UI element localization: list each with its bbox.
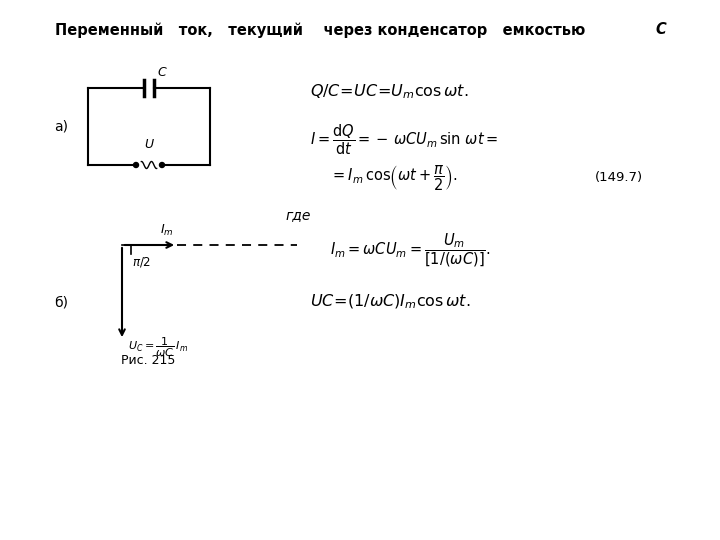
- Text: $\pi/2$: $\pi/2$: [132, 255, 151, 269]
- Text: $Q/C\!=\!UC\!=\!U_m\mathrm{cos}\,\omega t.$: $Q/C\!=\!UC\!=\!U_m\mathrm{cos}\,\omega …: [310, 83, 469, 102]
- Text: $I = \dfrac{\mathrm{d}Q}{\mathrm{d}t} = -\,\omega C U_m\,\sin\,\omega t =$: $I = \dfrac{\mathrm{d}Q}{\mathrm{d}t} = …: [310, 123, 498, 157]
- Text: C: C: [655, 23, 666, 37]
- Text: $I_m = \omega C U_m = \dfrac{U_m}{[1/(\omega C)]}.$: $I_m = \omega C U_m = \dfrac{U_m}{[1/(\o…: [330, 231, 491, 268]
- Text: б): б): [54, 295, 68, 309]
- Text: а): а): [54, 119, 68, 133]
- Text: где: где: [285, 208, 310, 222]
- Circle shape: [133, 163, 138, 167]
- Text: Переменный   ток,   текущий    через конденсатор   емкостью: Переменный ток, текущий через конденсато…: [55, 22, 616, 38]
- Text: Рис. 215: Рис. 215: [121, 354, 175, 367]
- Text: $I_m$: $I_m$: [160, 223, 174, 238]
- Text: C: C: [157, 66, 166, 79]
- Text: (149.7): (149.7): [595, 172, 643, 185]
- Text: $U_C=\dfrac{1}{\omega C}\,I_m$: $U_C=\dfrac{1}{\omega C}\,I_m$: [128, 336, 188, 360]
- Text: U: U: [145, 138, 153, 151]
- Text: $= I_m\,\cos\!\left(\omega t + \dfrac{\pi}{2}\right).$: $= I_m\,\cos\!\left(\omega t + \dfrac{\p…: [330, 163, 457, 193]
- Circle shape: [160, 163, 164, 167]
- Text: $UC\!=\!(1/\omega C)I_m\mathrm{cos}\,\omega t.$: $UC\!=\!(1/\omega C)I_m\mathrm{cos}\,\om…: [310, 293, 471, 311]
